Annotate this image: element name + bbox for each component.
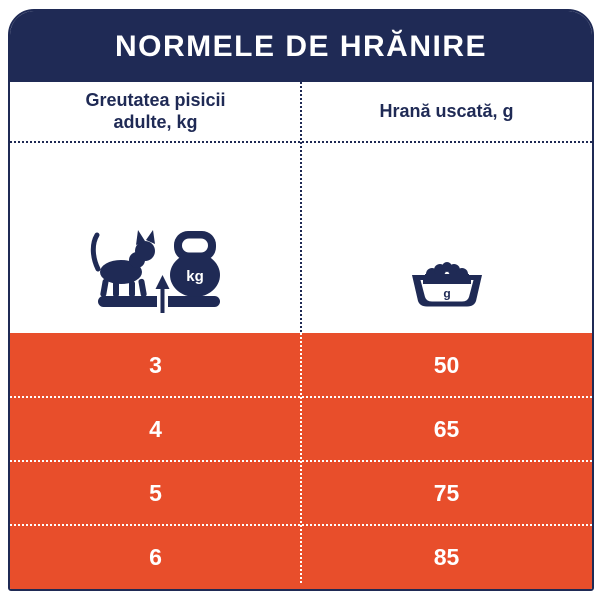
- kettlebell-icon: kg: [169, 231, 220, 297]
- food-value: 75: [433, 479, 460, 506]
- column-header-weight: Greutatea pisicii adulte, kg: [10, 82, 301, 141]
- column-header-food: Hrană uscată, g: [301, 82, 592, 141]
- weight-value: 3: [149, 351, 162, 378]
- food-value: 85: [433, 543, 460, 570]
- weight-value: 4: [149, 415, 162, 442]
- column-header-food-label: Hrană uscată, g: [379, 100, 514, 121]
- feeding-norms-table: NORMELE DE HRĂNIRE Greutatea pisicii adu…: [8, 9, 594, 591]
- icons-row: kg: [10, 143, 592, 333]
- vertical-divider-dotted-navy: [300, 82, 302, 333]
- weight-value: 5: [149, 479, 162, 506]
- table-header-band: NORMELE DE HRĂNIRE: [10, 11, 592, 82]
- food-icon-cell: g: [301, 143, 592, 333]
- cat-weight-icon: kg: [90, 230, 220, 317]
- food-bowl-icon: g: [411, 262, 482, 307]
- cat-icon: [90, 230, 155, 297]
- column-headers-row: Greutatea pisicii adulte, kg Hrană uscat…: [10, 82, 592, 141]
- page-title: NORMELE DE HRĂNIRE: [114, 29, 487, 63]
- vertical-divider-dotted-white: [300, 333, 302, 585]
- food-value: 65: [433, 415, 460, 442]
- weight-value: 6: [149, 543, 162, 570]
- weight-icon-cell: kg: [10, 143, 301, 333]
- up-arrow-icon: [155, 275, 169, 317]
- column-header-weight-label: Greutatea pisicii adulte, kg: [85, 89, 226, 132]
- bowl-unit-label: g: [443, 287, 450, 301]
- food-value: 50: [433, 351, 460, 378]
- kettlebell-unit-label: kg: [186, 268, 204, 285]
